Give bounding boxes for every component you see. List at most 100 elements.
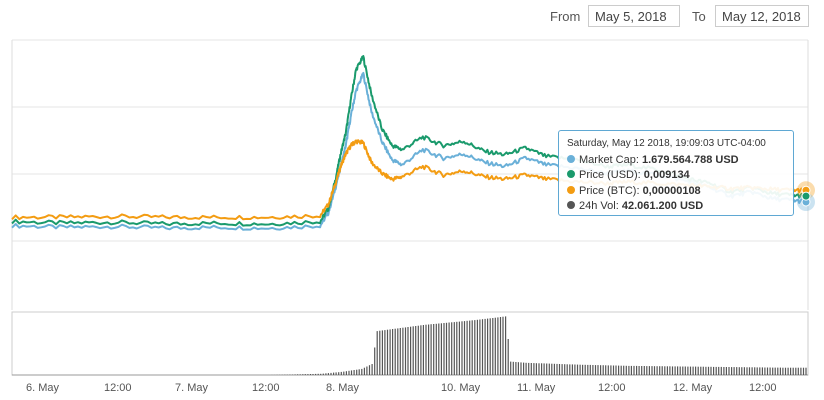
volume-bar (687, 366, 689, 375)
x-tick-label: 11. May (517, 382, 556, 394)
tooltip-header: Saturday, May 12 2018, 19:09:03 UTC-04:0… (567, 138, 766, 149)
x-tick-label: 7. May (175, 382, 209, 394)
volume-bar (777, 367, 779, 375)
volume-bar (702, 366, 704, 375)
volume-bar (661, 366, 663, 375)
volume-bar (787, 367, 789, 375)
volume-bar (769, 367, 771, 375)
volume-bar (415, 326, 417, 375)
volume-bar (466, 320, 468, 375)
volume-bar (677, 366, 679, 375)
volume-bar (361, 368, 363, 375)
from-label: From (550, 9, 581, 24)
volume-bar (738, 367, 740, 375)
tooltip-row-price-usd: Price (USD): 0,009134 (567, 168, 785, 184)
volume-bar (322, 373, 324, 375)
volume-bar (440, 323, 442, 375)
volume-bar (707, 366, 710, 375)
volume-bar (594, 365, 597, 375)
volume-bar (715, 366, 717, 375)
volume-bar (766, 367, 769, 375)
volume-bar (584, 364, 586, 375)
volume-bar (761, 367, 763, 375)
from-date-input[interactable]: May 5, 2018 (588, 5, 680, 27)
x-tick-label: 12. May (673, 382, 713, 394)
volume-bar (533, 363, 535, 375)
tooltip-row-price-btc: Price (BTC): 0,00000108 (567, 184, 785, 200)
x-tick-label: 12:00 (749, 382, 777, 394)
volume-bar (469, 320, 471, 375)
volume-bar (510, 361, 512, 375)
volume-bar (736, 367, 738, 375)
volume-bar (461, 321, 463, 375)
volume-bar (481, 319, 484, 375)
volume-bar (576, 364, 579, 375)
volume-bar (669, 366, 671, 375)
tooltip-value: 0,009134 (643, 169, 690, 181)
volume-bar (638, 366, 640, 375)
volume-bar (307, 374, 309, 375)
volume-bar (754, 367, 756, 375)
volume-bar (561, 364, 563, 375)
volume-bar (805, 367, 807, 375)
volume-bar (345, 371, 347, 375)
volume-bar (664, 366, 666, 375)
volume-bar (607, 365, 609, 375)
volume-bar (386, 329, 389, 375)
volume-bar (602, 365, 604, 375)
volume-bar (746, 367, 748, 375)
volume-bar (317, 373, 319, 375)
volume-bar (335, 372, 337, 375)
volume-bar (340, 371, 342, 375)
volume-bar (743, 367, 745, 375)
volume-bar (695, 366, 697, 375)
volume-bar (338, 372, 340, 375)
volume-bar (422, 325, 424, 375)
volume-bar (320, 373, 322, 375)
x-tick-label: 6. May (26, 382, 60, 394)
volume-bar (448, 322, 450, 375)
volume-bar (792, 367, 794, 375)
tooltip-value: 1.679.564.788 USD (641, 153, 739, 166)
volume-bar (646, 366, 648, 375)
tooltip-value: 42.061.200 USD (621, 200, 704, 212)
volume-bar (507, 339, 509, 375)
volume-bar (289, 374, 291, 375)
volume-bar (615, 365, 617, 375)
volume-bar (656, 366, 658, 375)
volume-bar (636, 365, 638, 375)
volume-dot-icon (567, 201, 575, 209)
volume-bar (304, 374, 306, 375)
volume-bar (587, 364, 589, 375)
volume-bar (353, 370, 355, 375)
volume-bar (659, 366, 661, 375)
volume-bar (571, 364, 573, 375)
tooltip-value: 0,00000108 (642, 184, 701, 197)
volume-bar (569, 364, 571, 375)
volume-bar (502, 316, 504, 375)
volume-bar (630, 365, 632, 375)
x-tick-label: 8. May (326, 382, 360, 394)
volume-bar (628, 365, 630, 375)
volume-bar (558, 364, 561, 375)
volume-bar (666, 366, 668, 375)
tooltip-row-volume: 24h Vol: 42.061.200 USD (567, 199, 785, 215)
volume-bar (350, 370, 353, 375)
volume-bar (705, 366, 707, 375)
x-tick-label: 10. May (441, 382, 481, 394)
volume-bar (795, 367, 797, 375)
volume-bar (718, 366, 720, 375)
volume-bar (443, 323, 445, 375)
volume-bar (412, 326, 414, 375)
volume-bar (471, 320, 473, 375)
volume-bar (772, 367, 774, 375)
volume-bar (535, 363, 537, 375)
volume-bar (433, 324, 435, 375)
x-tick-label: 12:00 (598, 382, 626, 394)
to-date-input[interactable]: May 12, 2018 (715, 5, 809, 27)
volume-bar (679, 366, 681, 375)
volume-bar (620, 365, 622, 375)
volume-bar (505, 316, 507, 375)
volume-bar (379, 330, 381, 375)
volume-bar (592, 365, 594, 375)
